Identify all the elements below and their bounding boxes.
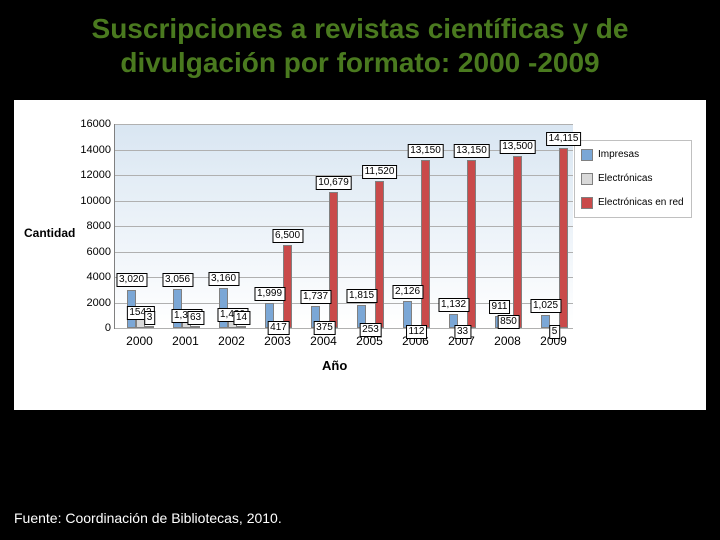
data-label: 10,679 bbox=[315, 176, 352, 190]
x-tick-label: 2002 bbox=[218, 334, 245, 348]
bar-en_red bbox=[375, 181, 384, 328]
data-label: 253 bbox=[359, 323, 382, 337]
data-label: 11,520 bbox=[362, 165, 398, 179]
data-label: 1,132 bbox=[438, 298, 469, 312]
gridline bbox=[115, 124, 573, 125]
slide: Suscripciones a revistas científicas y d… bbox=[0, 0, 720, 540]
x-tick-label: 2004 bbox=[310, 334, 337, 348]
legend: Impresas Electrónicas Electrónicas en re… bbox=[574, 140, 692, 218]
x-tick-label: 2003 bbox=[264, 334, 291, 348]
y-axis-label: Cantidad bbox=[24, 226, 75, 240]
legend-item: Impresas bbox=[581, 149, 685, 161]
data-label: 112 bbox=[406, 325, 428, 339]
data-label: 3,020 bbox=[116, 273, 147, 287]
y-tick-label: 0 bbox=[105, 322, 111, 334]
plot-area: 3,020154233,0561,329633,1601,430141,9994… bbox=[114, 124, 573, 329]
bar-en_red bbox=[237, 326, 246, 328]
gridline bbox=[115, 252, 573, 253]
data-label: 33 bbox=[454, 325, 471, 339]
y-tick-label: 2000 bbox=[87, 297, 111, 309]
legend-swatch bbox=[581, 149, 593, 161]
bar-en_red bbox=[513, 156, 522, 328]
data-label: 3,160 bbox=[208, 272, 239, 286]
x-tick-label: 2008 bbox=[494, 334, 521, 348]
data-label: 911 bbox=[489, 300, 511, 314]
bar-en_red bbox=[145, 326, 154, 328]
bar-en_red bbox=[191, 326, 200, 328]
gridline bbox=[115, 226, 573, 227]
bar-en_red bbox=[329, 192, 338, 328]
y-tick-label: 8000 bbox=[87, 220, 111, 232]
data-label: 14 bbox=[233, 311, 250, 325]
slide-title: Suscripciones a revistas científicas y d… bbox=[0, 0, 720, 87]
data-label: 2,126 bbox=[392, 285, 423, 299]
y-tick-label: 12000 bbox=[80, 169, 111, 181]
data-label: 6,500 bbox=[272, 229, 303, 243]
data-label: 1,025 bbox=[530, 299, 561, 313]
data-label: 63 bbox=[187, 311, 204, 325]
x-tick-label: 2001 bbox=[172, 334, 199, 348]
data-label: 14,115 bbox=[546, 132, 582, 146]
data-label: 375 bbox=[313, 321, 336, 335]
data-label: 1,999 bbox=[254, 287, 285, 301]
x-axis-label: Año bbox=[322, 358, 347, 373]
y-tick-label: 14000 bbox=[80, 144, 111, 156]
legend-label: Impresas bbox=[598, 149, 639, 160]
legend-swatch bbox=[581, 173, 593, 185]
legend-item: Electrónicas bbox=[581, 173, 685, 185]
data-label: 417 bbox=[267, 321, 290, 335]
data-label: 5 bbox=[549, 325, 561, 339]
gridline bbox=[115, 201, 573, 202]
data-label: 1,815 bbox=[346, 289, 377, 303]
y-tick-label: 16000 bbox=[80, 118, 111, 130]
legend-label: Electrónicas en red bbox=[598, 197, 684, 208]
y-tick-label: 4000 bbox=[87, 271, 111, 283]
data-label: 3,056 bbox=[162, 273, 193, 287]
data-label: 850 bbox=[497, 315, 520, 329]
legend-swatch bbox=[581, 197, 593, 209]
chart-inner: Cantidad 3,020154233,0561,329633,1601,43… bbox=[22, 110, 698, 395]
data-label: 13,500 bbox=[499, 140, 536, 154]
data-label: 1,737 bbox=[300, 290, 331, 304]
data-label: 13,150 bbox=[407, 144, 444, 158]
data-label: 13,150 bbox=[453, 144, 490, 158]
legend-label: Electrónicas bbox=[598, 173, 652, 184]
x-tick-label: 2000 bbox=[126, 334, 153, 348]
legend-item: Electrónicas en red bbox=[581, 197, 685, 209]
chart-panel: Cantidad 3,020154233,0561,329633,1601,43… bbox=[14, 100, 706, 410]
bar-en_red bbox=[421, 160, 430, 328]
data-label: 3 bbox=[144, 311, 156, 325]
y-tick-label: 6000 bbox=[87, 246, 111, 258]
y-tick-label: 10000 bbox=[80, 195, 111, 207]
source-text: Fuente: Coordinación de Bibliotecas, 201… bbox=[14, 510, 282, 526]
